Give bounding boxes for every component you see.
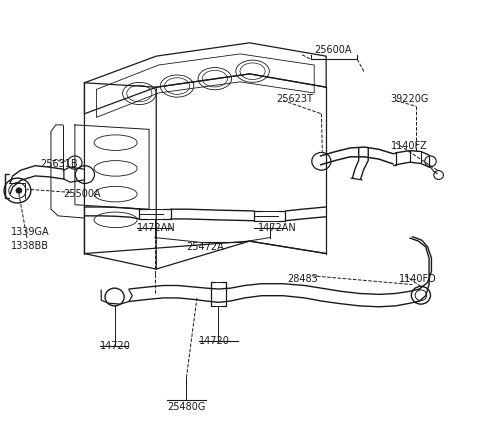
Text: 1339GA: 1339GA <box>11 227 50 237</box>
Text: 25500A: 25500A <box>63 189 100 198</box>
Text: 39220G: 39220G <box>391 94 429 104</box>
Circle shape <box>16 188 22 193</box>
Text: 25472A: 25472A <box>186 242 224 252</box>
Text: 25623T: 25623T <box>276 94 313 104</box>
Text: 1472AN: 1472AN <box>258 223 297 233</box>
Text: 25600A: 25600A <box>314 45 352 55</box>
Text: 14720: 14720 <box>100 341 131 351</box>
Text: 1140FD: 1140FD <box>399 274 437 284</box>
Text: 28483: 28483 <box>287 274 318 284</box>
Text: 1140FZ: 1140FZ <box>391 141 428 151</box>
Text: 25631B: 25631B <box>40 159 78 169</box>
Text: 1338BB: 1338BB <box>11 241 49 251</box>
Text: 14720: 14720 <box>199 336 230 346</box>
Text: 1472AN: 1472AN <box>137 223 176 233</box>
Text: 25480G: 25480G <box>167 401 205 412</box>
